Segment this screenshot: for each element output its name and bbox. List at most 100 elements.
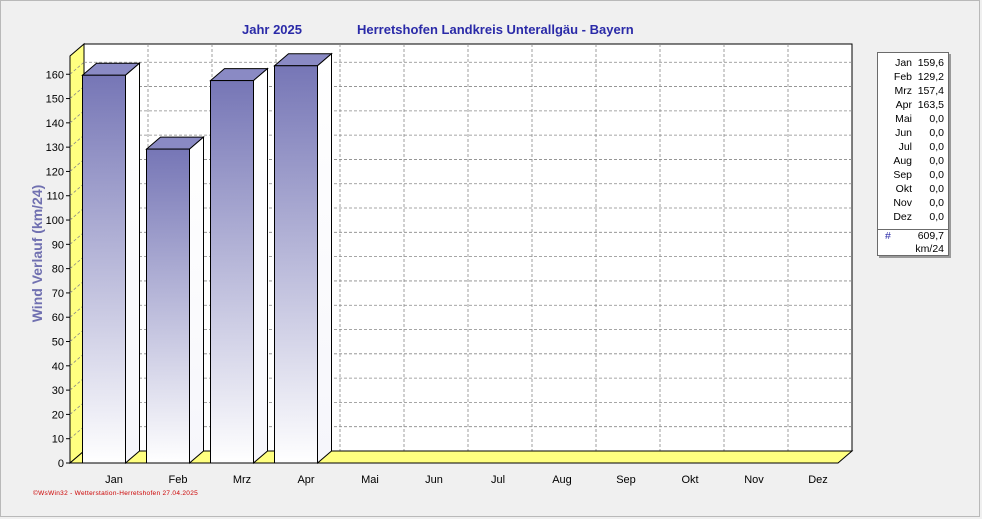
y-gridline-side [69, 61, 85, 75]
legend-month: Aug [893, 155, 912, 167]
x-tick-label: Okt [681, 474, 698, 486]
legend-month: Okt [895, 183, 912, 195]
legend-total-symbol: # [885, 230, 891, 242]
legend-value: 129,2 [917, 71, 944, 83]
bar-front [146, 148, 190, 464]
y-tick-label: 150 [46, 94, 64, 106]
legend-month: Mrz [894, 85, 913, 97]
bar-mrz [209, 67, 269, 465]
legend-value: 163,5 [917, 99, 944, 111]
legend-row: Jul 0,0 [878, 140, 948, 154]
y-gridline-side [69, 183, 85, 197]
y-tick-label: 140 [46, 118, 64, 130]
x-tick-label: Jan [105, 474, 123, 486]
y-tick-label: 60 [52, 312, 64, 324]
chart-floor [68, 450, 854, 464]
legend-month: Feb [893, 71, 912, 83]
x-tick-label: Apr [297, 474, 314, 486]
y-gridline-side [69, 329, 85, 342]
footer-credit: ©WsWin32 - Wetterstation-Herretshofen 27… [33, 490, 199, 497]
legend-value: 0,0 [929, 183, 944, 195]
bar-front [82, 74, 126, 464]
y-gridline-side [69, 377, 85, 391]
x-tick-label: Jun [425, 474, 443, 486]
legend-table: Jan 159,6 Feb 129,2 Mrz 157,4 Apr 163,5 Mai 0,0 Ju… [877, 52, 949, 256]
legend-total-value: 609,7 [917, 230, 944, 242]
bar-feb [145, 135, 205, 465]
x-tick-label: Nov [744, 474, 764, 486]
legend-separator [878, 229, 948, 230]
bar-apr [273, 52, 333, 465]
y-gridline-side [69, 353, 85, 367]
legend-month: Jan [895, 57, 912, 69]
legend-month: Jul [898, 141, 912, 153]
legend-month: Sep [893, 169, 912, 181]
bar-front [210, 80, 254, 464]
legend-value: 159,6 [917, 57, 944, 69]
bar-side [317, 52, 332, 465]
x-tick-label: Mrz [233, 474, 251, 486]
y-tick-label: 110 [46, 191, 64, 203]
legend-row: Mai 0,0 [878, 112, 948, 126]
y-gridline-side [69, 134, 85, 148]
legend-row: Aug 0,0 [878, 154, 948, 168]
y-tick-label: 130 [46, 142, 64, 154]
legend-value: 157,4 [917, 85, 944, 97]
y-axis-label: Wind Verlauf (km/24) [29, 185, 45, 323]
bar-front [274, 65, 318, 464]
y-tick-label: 50 [52, 337, 64, 349]
y-tick-label: 120 [46, 166, 64, 178]
legend-value: 0,0 [929, 169, 944, 181]
y-gridline-side [69, 232, 85, 245]
legend-row: Nov 0,0 [878, 196, 948, 210]
chart-title-year: Jahr 2025 [242, 22, 302, 37]
y-tick-label: 90 [52, 239, 64, 251]
y-gridline-side [69, 207, 85, 221]
y-gridline-side [69, 159, 85, 172]
legend-value: 0,0 [929, 127, 944, 139]
legend-row: Feb 129,2 [878, 70, 948, 84]
chart-left-wall [69, 42, 85, 465]
legend-value: 0,0 [929, 211, 944, 223]
legend-row: Sep 0,0 [878, 168, 948, 182]
legend-row: Mrz 157,4 [878, 84, 948, 98]
legend-row: Jun 0,0 [878, 126, 948, 140]
x-tick-label: Feb [169, 474, 188, 486]
y-tick-label: 10 [52, 434, 64, 446]
y-gridline-side [69, 110, 85, 124]
legend-row: Dez 0,0 [878, 210, 948, 224]
y-gridline-side [69, 426, 85, 440]
legend-month: Nov [893, 197, 912, 209]
bar-side [189, 135, 204, 465]
x-tick-label: Aug [552, 474, 572, 486]
y-gridline-side [69, 280, 85, 294]
bar-side [253, 67, 268, 465]
y-tick-label: 70 [52, 288, 64, 300]
y-tick-label: 80 [52, 264, 64, 276]
y-tick-label: 160 [46, 69, 64, 81]
legend-value: 0,0 [929, 141, 944, 153]
bar-side [125, 62, 140, 465]
legend-value: 0,0 [929, 197, 944, 209]
legend-month: Apr [895, 99, 912, 111]
legend-row: Jan 159,6 [878, 56, 948, 70]
x-tick-label: Dez [808, 474, 828, 486]
legend-total-unit: km/24 [915, 243, 944, 255]
x-tick-label: Mai [361, 474, 379, 486]
y-gridline-side [69, 256, 85, 269]
y-tick-label: 20 [52, 409, 64, 421]
legend-month: Mai [895, 113, 912, 125]
y-tick-label: 0 [58, 458, 64, 470]
y-gridline-side [69, 402, 85, 415]
legend-month: Dez [893, 211, 912, 223]
chart-title-station: Herretshofen Landkreis Unterallgäu - Bay… [357, 22, 634, 37]
y-gridline-side [69, 304, 85, 318]
bar-jan [81, 62, 141, 465]
legend-month: Jun [895, 127, 912, 139]
x-tick-label: Sep [616, 474, 636, 486]
y-tick-label: 30 [52, 385, 64, 397]
legend-value: 0,0 [929, 113, 944, 125]
x-tick-label: Jul [491, 474, 505, 486]
